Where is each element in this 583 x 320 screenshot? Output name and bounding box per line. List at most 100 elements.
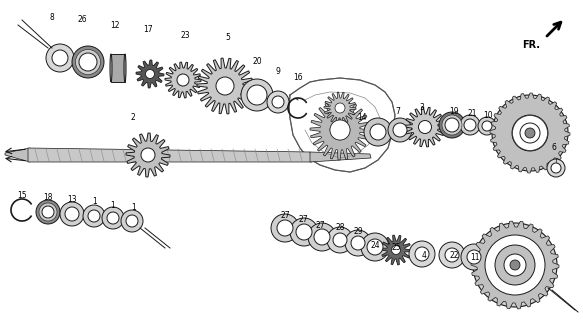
- Polygon shape: [310, 152, 371, 162]
- Circle shape: [351, 236, 365, 250]
- Circle shape: [512, 116, 547, 150]
- Circle shape: [42, 206, 54, 218]
- Circle shape: [478, 117, 496, 135]
- Ellipse shape: [110, 54, 112, 82]
- Circle shape: [314, 229, 330, 245]
- Circle shape: [370, 124, 386, 140]
- Circle shape: [52, 50, 68, 66]
- Circle shape: [496, 246, 534, 284]
- Circle shape: [502, 105, 558, 161]
- Circle shape: [107, 212, 119, 224]
- Text: 1: 1: [111, 201, 115, 210]
- Circle shape: [141, 148, 155, 162]
- Polygon shape: [5, 148, 30, 162]
- Circle shape: [65, 207, 79, 221]
- Circle shape: [473, 223, 557, 307]
- Circle shape: [364, 118, 392, 146]
- Text: 19: 19: [449, 108, 459, 116]
- Text: FR.: FR.: [522, 40, 540, 50]
- Circle shape: [216, 77, 234, 95]
- Circle shape: [388, 118, 412, 142]
- Text: 26: 26: [77, 15, 87, 25]
- Text: 22: 22: [449, 251, 459, 260]
- Circle shape: [308, 223, 336, 251]
- Circle shape: [126, 215, 138, 227]
- Circle shape: [439, 242, 465, 268]
- Polygon shape: [324, 92, 356, 124]
- Circle shape: [335, 103, 345, 113]
- Circle shape: [345, 230, 371, 256]
- Bar: [111, 54, 125, 82]
- Circle shape: [419, 121, 431, 133]
- Circle shape: [83, 205, 105, 227]
- Polygon shape: [197, 58, 253, 114]
- Circle shape: [485, 235, 545, 295]
- Text: 11: 11: [470, 253, 480, 262]
- Circle shape: [60, 202, 84, 226]
- Polygon shape: [490, 93, 570, 173]
- Text: 25: 25: [391, 244, 401, 252]
- Text: 16: 16: [293, 74, 303, 83]
- Text: 14: 14: [357, 114, 367, 123]
- Circle shape: [504, 254, 526, 276]
- Circle shape: [367, 239, 383, 255]
- Circle shape: [322, 112, 358, 148]
- Circle shape: [442, 115, 462, 135]
- Polygon shape: [289, 78, 395, 172]
- Circle shape: [330, 120, 350, 140]
- Circle shape: [327, 227, 353, 253]
- Text: 5: 5: [226, 34, 230, 43]
- Text: 18: 18: [43, 194, 52, 203]
- Circle shape: [520, 123, 540, 143]
- Text: 6: 6: [552, 143, 556, 153]
- Circle shape: [247, 85, 267, 105]
- Text: 2: 2: [131, 114, 135, 123]
- Circle shape: [121, 210, 143, 232]
- Text: 9: 9: [276, 68, 280, 76]
- Text: 20: 20: [252, 58, 262, 67]
- Circle shape: [460, 115, 480, 135]
- Circle shape: [88, 210, 100, 222]
- Circle shape: [241, 79, 273, 111]
- Circle shape: [510, 260, 520, 270]
- Circle shape: [464, 119, 476, 131]
- Text: 3: 3: [420, 103, 424, 113]
- Polygon shape: [28, 148, 312, 162]
- Circle shape: [461, 244, 487, 270]
- Circle shape: [277, 220, 293, 236]
- Circle shape: [445, 248, 459, 262]
- Circle shape: [290, 218, 318, 246]
- Polygon shape: [126, 133, 170, 177]
- Circle shape: [267, 91, 289, 113]
- Circle shape: [36, 200, 60, 224]
- Text: 27: 27: [298, 215, 308, 225]
- Polygon shape: [165, 62, 201, 98]
- Circle shape: [39, 203, 57, 221]
- Polygon shape: [405, 107, 445, 147]
- Circle shape: [46, 44, 74, 72]
- Circle shape: [146, 69, 154, 78]
- Circle shape: [495, 245, 535, 285]
- Text: 13: 13: [67, 196, 77, 204]
- Polygon shape: [310, 100, 370, 160]
- Ellipse shape: [124, 54, 126, 82]
- Circle shape: [393, 123, 407, 137]
- Circle shape: [79, 53, 97, 71]
- Text: 15: 15: [17, 191, 27, 201]
- Text: 28: 28: [335, 223, 345, 233]
- Circle shape: [330, 120, 350, 140]
- Text: 10: 10: [483, 110, 493, 119]
- Text: 8: 8: [50, 13, 54, 22]
- Circle shape: [333, 233, 347, 247]
- Text: 1: 1: [132, 204, 136, 212]
- Text: 12: 12: [110, 21, 120, 30]
- Polygon shape: [471, 221, 559, 309]
- Circle shape: [272, 96, 284, 108]
- Circle shape: [547, 159, 565, 177]
- Text: 23: 23: [180, 30, 190, 39]
- Circle shape: [409, 241, 435, 267]
- Text: 29: 29: [353, 228, 363, 236]
- Circle shape: [102, 207, 124, 229]
- Circle shape: [76, 50, 100, 75]
- Circle shape: [361, 233, 389, 261]
